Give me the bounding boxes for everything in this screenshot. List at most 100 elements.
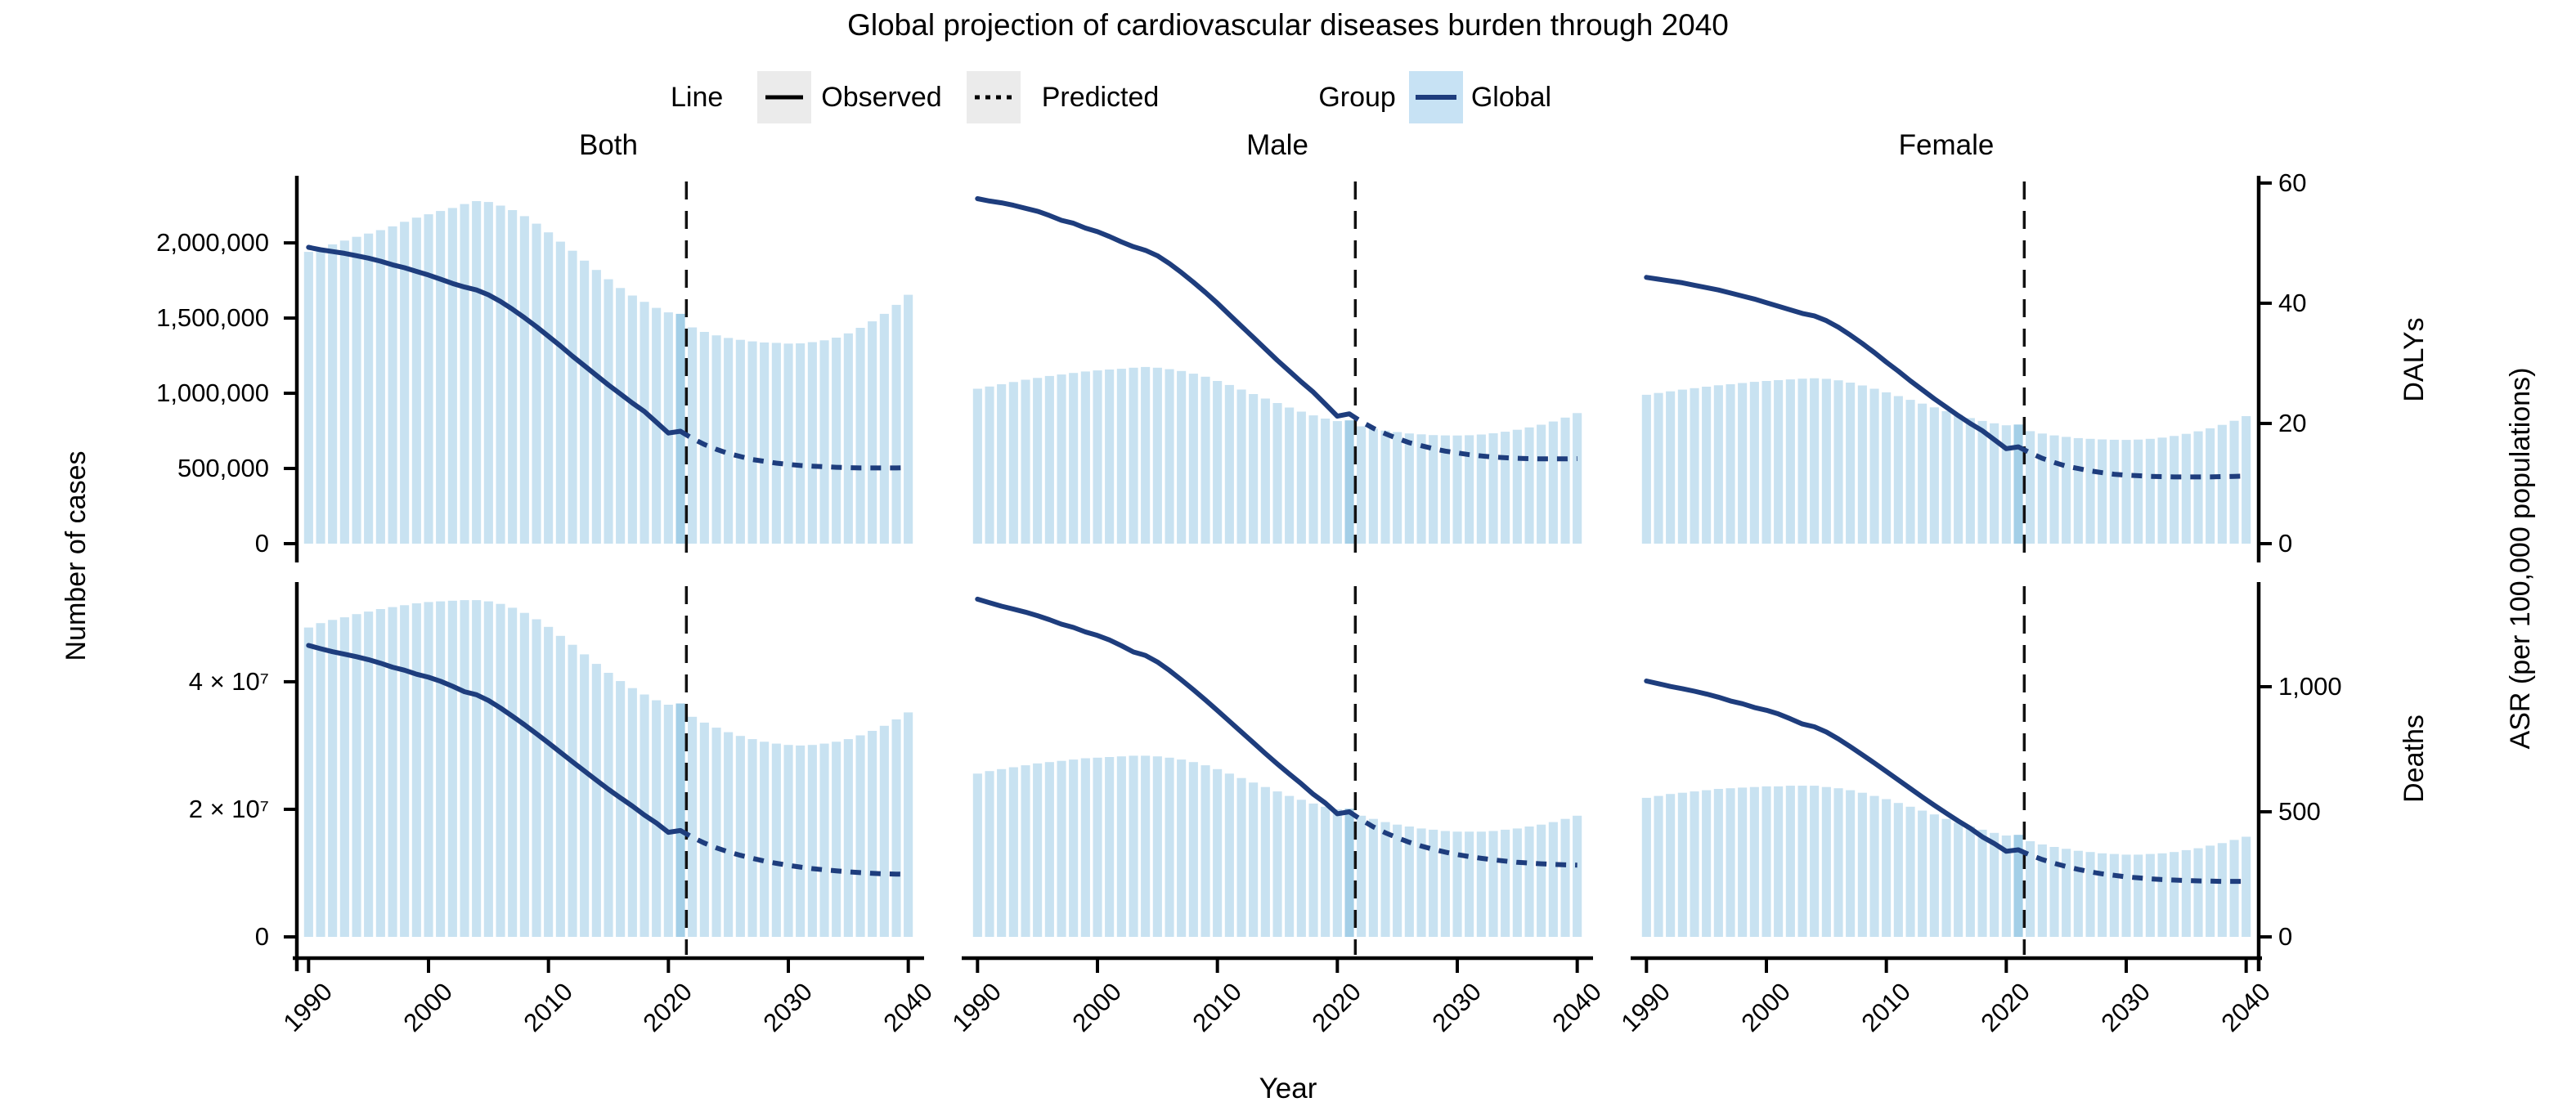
bar (1105, 757, 1115, 937)
bar (1165, 757, 1174, 937)
y-tick-label: 1,000 (2278, 671, 2342, 701)
y-tick-label: 4 × 10⁷ (188, 666, 269, 696)
y-tick-label: 1,000,000 (156, 379, 269, 408)
predicted-asr-line (679, 428, 909, 471)
bar (1249, 782, 1259, 937)
bar (411, 603, 421, 937)
bar (1321, 419, 1331, 544)
bar (1666, 391, 1676, 544)
bar (375, 230, 385, 544)
bar (591, 270, 601, 544)
bar (1296, 800, 1306, 937)
bar (1857, 792, 1867, 937)
bar (316, 623, 325, 937)
bar (879, 313, 889, 544)
bar (1846, 383, 1856, 544)
legend-line-label: Line (671, 81, 724, 113)
bar (1869, 795, 1879, 937)
bar (496, 603, 505, 937)
bar (1785, 379, 1795, 544)
bar (1200, 765, 1210, 937)
bar (1260, 786, 1270, 937)
bar (1905, 806, 1915, 937)
bar (1008, 767, 1018, 937)
bar (1416, 434, 1426, 544)
bar (400, 605, 410, 937)
bar (855, 328, 865, 544)
bar (1368, 428, 1378, 544)
bar (819, 340, 829, 544)
bar (1069, 759, 1079, 937)
bar (364, 612, 374, 937)
bar (985, 771, 994, 937)
bar (699, 722, 709, 937)
bar (1236, 389, 1246, 544)
bar (724, 732, 734, 937)
bar (735, 736, 745, 937)
chart-title: Global projection of cardiovascular dise… (847, 8, 1729, 42)
bar (2001, 425, 2011, 544)
bar (2242, 836, 2251, 937)
bar (1774, 786, 1784, 937)
bar (2049, 435, 2059, 544)
bar (1200, 376, 1210, 544)
bar (316, 248, 325, 544)
bar (1713, 789, 1723, 937)
bar (1941, 410, 1951, 544)
bar (1965, 418, 1975, 544)
bar (2229, 420, 2239, 544)
bar (375, 609, 385, 937)
bar (1344, 809, 1354, 937)
legend-global-label: Global (1470, 81, 1552, 113)
bar (1224, 773, 1234, 937)
bar (688, 327, 698, 544)
legend-predicted-label: Predicted (1041, 81, 1160, 113)
bar (832, 741, 841, 937)
bar (1990, 423, 1999, 544)
bar (879, 725, 889, 937)
bar (1857, 385, 1867, 544)
bar (1501, 829, 1510, 937)
bar (819, 743, 829, 937)
bar (1810, 378, 1820, 544)
bar (339, 617, 349, 937)
bar (1537, 424, 1546, 544)
bar (2145, 853, 2155, 937)
bar (1476, 434, 1486, 544)
bar (508, 607, 518, 937)
bar (328, 244, 338, 544)
bar (2109, 853, 2119, 937)
bar (1524, 827, 1534, 937)
legend: Line Observed Predicted Group Global (671, 69, 1551, 126)
bar (1560, 417, 1570, 544)
bar (447, 600, 457, 937)
predicted-asr-line (679, 828, 909, 877)
y-tick-label: 0 (2278, 529, 2293, 558)
bar (1537, 824, 1546, 937)
bar (532, 619, 541, 937)
bar (997, 384, 1007, 544)
bar (891, 719, 901, 937)
bar (388, 226, 397, 544)
bar (1882, 799, 1892, 937)
bar (1080, 758, 1090, 937)
bar (2121, 854, 2131, 937)
bar (1188, 762, 1198, 937)
bar (2026, 841, 2035, 937)
bar (1188, 374, 1198, 544)
bar (2181, 433, 2191, 544)
y-tick-label: 500 (2278, 796, 2321, 826)
bar (1501, 432, 1510, 544)
bar (1977, 829, 1987, 937)
bar (1726, 788, 1735, 937)
panel-title-female: Female (1898, 129, 1995, 161)
bar (616, 681, 626, 937)
bar (1021, 765, 1030, 937)
bar (1893, 396, 1903, 544)
bar (1213, 768, 1223, 937)
bar (2085, 438, 2095, 544)
bar (652, 307, 662, 544)
bar (1465, 435, 1474, 544)
bar (1512, 828, 1522, 937)
bar (2049, 847, 2059, 937)
